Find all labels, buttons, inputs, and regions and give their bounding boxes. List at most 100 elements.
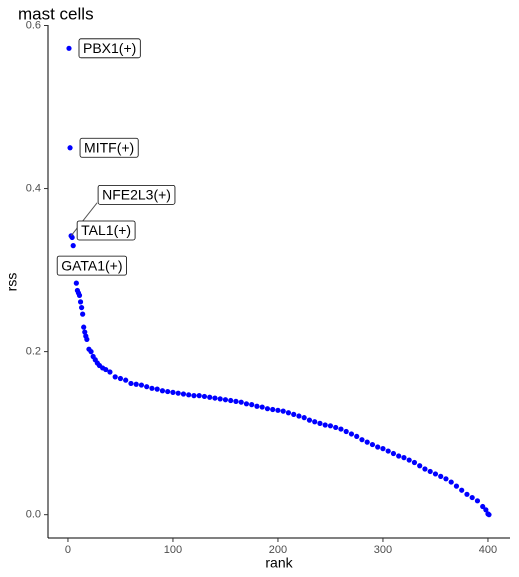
point [144,384,150,390]
point [228,397,234,404]
chart-title: mast cells [18,4,94,23]
y-tick-label: 0.0 [26,509,41,521]
point [364,439,370,445]
point [84,336,90,342]
point [259,404,265,410]
point [201,393,208,400]
point [480,503,486,510]
point [343,428,349,435]
point [67,145,73,151]
point [264,406,271,412]
y-tick-label: 0.2 [26,346,41,358]
point [175,390,181,396]
label-box [76,220,136,241]
point [369,441,376,448]
label-box [97,184,176,205]
point [401,455,407,461]
point [196,393,202,399]
x-tick-label: 100 [164,544,182,556]
x-tick-label: 0 [65,544,71,556]
point [159,388,166,394]
point [128,380,134,387]
point [438,473,444,479]
x-axis-title: rank [265,555,293,571]
point [82,329,88,335]
point [291,411,297,417]
point [123,377,129,383]
point-label: TAL1(+) [81,222,131,238]
point [103,366,109,373]
point [88,349,94,355]
point [73,280,79,286]
point [217,396,223,402]
point [411,459,418,466]
y-tick-label: 0.4 [26,182,41,194]
point [117,375,124,382]
point [396,453,402,459]
point [254,403,260,409]
point [77,299,84,305]
x-tick-label: 400 [479,544,497,556]
point [165,388,171,395]
point [186,392,192,398]
label-box [79,137,139,158]
point [432,471,439,477]
point [107,369,113,375]
point [112,374,118,380]
point [338,426,344,432]
point [180,391,187,397]
point [322,422,328,428]
point [70,243,76,249]
label-box [56,255,127,276]
point-label: NFE2L3(+) [102,187,171,203]
point [212,395,218,401]
point [170,389,176,395]
point [69,234,75,241]
point [333,424,339,431]
point [285,410,292,416]
x-tick-label: 200 [269,544,287,556]
label-box [78,38,141,59]
point-label: MITF(+) [84,139,134,155]
point [348,431,355,437]
point [448,479,454,485]
point [406,457,412,463]
point [243,401,250,407]
point-label: PBX1(+) [83,40,136,56]
x-tick-label: 300 [374,544,392,556]
point [238,399,244,405]
point [233,398,239,404]
point [443,476,449,482]
point [385,448,391,454]
y-tick-label: 0.6 [26,19,41,31]
point [76,292,83,298]
point [312,419,318,425]
point [222,397,229,403]
point [249,402,255,408]
point [296,413,302,419]
point [275,407,281,413]
point [427,468,433,475]
point [317,420,323,426]
point [453,483,460,489]
point [390,450,397,457]
point [359,437,365,443]
point [301,415,307,421]
leader-line [70,202,98,237]
point-label: GATA1(+) [61,257,122,273]
point [66,45,72,51]
point [464,491,470,497]
point [270,406,276,413]
point [154,386,160,392]
point [354,433,360,440]
point [79,304,85,311]
point [138,382,145,388]
point [474,498,481,504]
point [417,463,423,469]
point [375,444,381,450]
point [483,507,489,513]
point [380,446,386,452]
point [486,512,492,518]
point [80,311,86,317]
